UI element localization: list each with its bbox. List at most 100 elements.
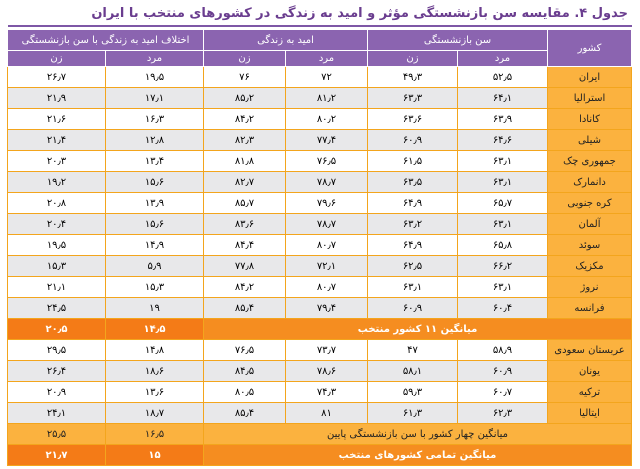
summary-row: میانگین تمامی کشورهای منتخب ۱۵ ۲۱٫۷ [7, 444, 632, 466]
cell: ۸۱٫۲ [285, 87, 368, 109]
cell: ۷۸٫۷ [285, 213, 368, 235]
country-cell: شیلی [547, 129, 632, 151]
country-cell: عربستان سعودی [547, 339, 632, 361]
cell: ۱۵٫۶ [105, 171, 204, 193]
cell: ۶۳٫۶ [367, 108, 458, 130]
cell: ۵۸٫۹ [457, 339, 548, 361]
cell: ۱۵٫۳ [105, 276, 204, 298]
cell: ۲۱٫۹ [7, 87, 106, 109]
cell: ۱۲٫۸ [105, 129, 204, 151]
cell: ۱۹٫۵ [7, 234, 106, 256]
cell: ۱۶٫۵ [105, 423, 204, 445]
cell: ۱۹٫۵ [105, 66, 204, 88]
cell: ۸۰٫۵ [203, 381, 286, 403]
cell: ۵۲٫۵ [457, 66, 548, 88]
cell: ۷۶٫۵ [203, 339, 286, 361]
cell: ۸۰٫۷ [285, 276, 368, 298]
cell: ۶۳٫۱ [367, 276, 458, 298]
cell: ۷۶ [203, 66, 286, 88]
cell: ۲۵٫۵ [7, 423, 106, 445]
header-cell: مرد [105, 50, 204, 67]
cell: ۶۰٫۹ [367, 129, 458, 151]
cell: ۱۸٫۶ [105, 360, 204, 382]
country-cell: ایران [547, 66, 632, 88]
summary-label: میانگین تمامی کشورهای منتخب [203, 444, 632, 466]
cell: ۶۳٫۳ [367, 87, 458, 109]
cell: ۵۸٫۱ [367, 360, 458, 382]
summary-label: میانگین ۱۱ کشور منتخب [203, 318, 632, 340]
data-row: ترکیه ۶۰٫۷ ۵۹٫۳ ۷۴٫۳ ۸۰٫۵ ۱۳٫۶ ۲۰٫۹ [7, 381, 632, 403]
cell: ۶۱٫۳ [367, 402, 458, 424]
header-cell: زن [7, 50, 106, 67]
cell: ۶۳٫۱ [457, 171, 548, 193]
table-figure: جدول ۴. مقایسه سن بازنشستگی مؤثر و امید … [7, 3, 632, 466]
cell: ۶۵٫۸ [457, 234, 548, 256]
cell: ۲۰٫۸ [7, 192, 106, 214]
country-cell: نروژ [547, 276, 632, 298]
cell: ۲۱٫۴ [7, 129, 106, 151]
cell: ۸۴٫۴ [203, 234, 286, 256]
cell: ۱۳٫۴ [105, 150, 204, 172]
cell: ۲۰٫۴ [7, 213, 106, 235]
cell: ۶۰٫۹ [457, 360, 548, 382]
summary-row: میانگین چهار کشور با سن بازنشستگی پایین ۱… [7, 423, 632, 445]
cell: ۶۴٫۹ [367, 192, 458, 214]
cell: ۲۶٫۴ [7, 360, 106, 382]
cell: ۷۲٫۱ [285, 255, 368, 277]
cell: ۴۷ [367, 339, 458, 361]
cell: ۸۱ [285, 402, 368, 424]
data-row: عربستان سعودی ۵۸٫۹ ۴۷ ۷۳٫۷ ۷۶٫۵ ۱۴٫۸ ۲۹٫۵ [7, 339, 632, 361]
header-cell: زن [203, 50, 286, 67]
cell: ۲۶٫۷ [7, 66, 106, 88]
cell: ۶۴٫۱ [457, 87, 548, 109]
cell: ۷۳٫۷ [285, 339, 368, 361]
cell: ۸۰٫۲ [285, 108, 368, 130]
country-cell: آلمان [547, 213, 632, 235]
data-row: فرانسه ۶۰٫۴ ۶۰٫۹ ۷۹٫۴ ۸۵٫۴ ۱۹ ۲۴٫۵ [7, 297, 632, 319]
header-cell: سن بازنشستگی [367, 29, 548, 51]
header-cell: مرد [457, 50, 548, 67]
country-cell: مکزیک [547, 255, 632, 277]
cell: ۶۳٫۹ [457, 108, 548, 130]
cell: ۱۵٫۶ [105, 213, 204, 235]
header-cell: امید به زندگی [203, 29, 368, 51]
cell: ۸۵٫۴ [203, 297, 286, 319]
cell: ۱۹٫۲ [7, 171, 106, 193]
country-cell: یونان [547, 360, 632, 382]
header-cell: اختلاف امید به زندگی با سن بازنشستگی [7, 29, 204, 51]
cell: ۷۹٫۶ [285, 192, 368, 214]
table-header: کشور سن بازنشستگی امید به زندگی اختلاف ا… [7, 29, 632, 67]
cell: ۵۹٫۳ [367, 381, 458, 403]
country-cell: ایتالیا [547, 402, 632, 424]
cell: ۶۵٫۷ [457, 192, 548, 214]
cell: ۸۳٫۶ [203, 213, 286, 235]
cell: ۸۲٫۷ [203, 171, 286, 193]
data-row: دانمارک ۶۳٫۱ ۶۳٫۵ ۷۸٫۷ ۸۲٫۷ ۱۵٫۶ ۱۹٫۲ [7, 171, 632, 193]
country-cell: دانمارک [547, 171, 632, 193]
data-row: شیلی ۶۴٫۶ ۶۰٫۹ ۷۷٫۴ ۸۲٫۳ ۱۲٫۸ ۲۱٫۴ [7, 129, 632, 151]
country-cell: سوئد [547, 234, 632, 256]
cell: ۸۱٫۸ [203, 150, 286, 172]
cell: ۶۰٫۴ [457, 297, 548, 319]
cell: ۶۴٫۹ [367, 234, 458, 256]
data-row: ایران ۵۲٫۵ ۴۹٫۳ ۷۲ ۷۶ ۱۹٫۵ ۲۶٫۷ [7, 66, 632, 88]
summary-label: میانگین چهار کشور با سن بازنشستگی پایین [203, 423, 632, 445]
cell: ۱۴٫۵ [105, 318, 204, 340]
cell: ۶۰٫۷ [457, 381, 548, 403]
title: جدول ۴. مقایسه سن بازنشستگی مؤثر و امید … [8, 3, 632, 27]
header-cell: کشور [547, 29, 632, 67]
header-row: مرد زن مرد زن مرد زن [7, 50, 632, 67]
cell: ۶۲٫۵ [367, 255, 458, 277]
header-cell: زن [367, 50, 458, 67]
data-row: کانادا ۶۳٫۹ ۶۳٫۶ ۸۰٫۲ ۸۴٫۲ ۱۶٫۳ ۲۱٫۶ [7, 108, 632, 130]
cell: ۸۴٫۲ [203, 276, 286, 298]
cell: ۸۵٫۷ [203, 192, 286, 214]
data-row: کره جنوبی ۶۵٫۷ ۶۴٫۹ ۷۹٫۶ ۸۵٫۷ ۱۳٫۹ ۲۰٫۸ [7, 192, 632, 214]
header-cell: مرد [285, 50, 368, 67]
table-body: ایران ۵۲٫۵ ۴۹٫۳ ۷۲ ۷۶ ۱۹٫۵ ۲۶٫۷ استرالیا ۶۴٫۱ ۶۳٫… [7, 66, 632, 466]
cell: ۲۴٫۵ [7, 297, 106, 319]
country-cell: ترکیه [547, 381, 632, 403]
cell: ۶۶٫۲ [457, 255, 548, 277]
cell: ۶۴٫۶ [457, 129, 548, 151]
